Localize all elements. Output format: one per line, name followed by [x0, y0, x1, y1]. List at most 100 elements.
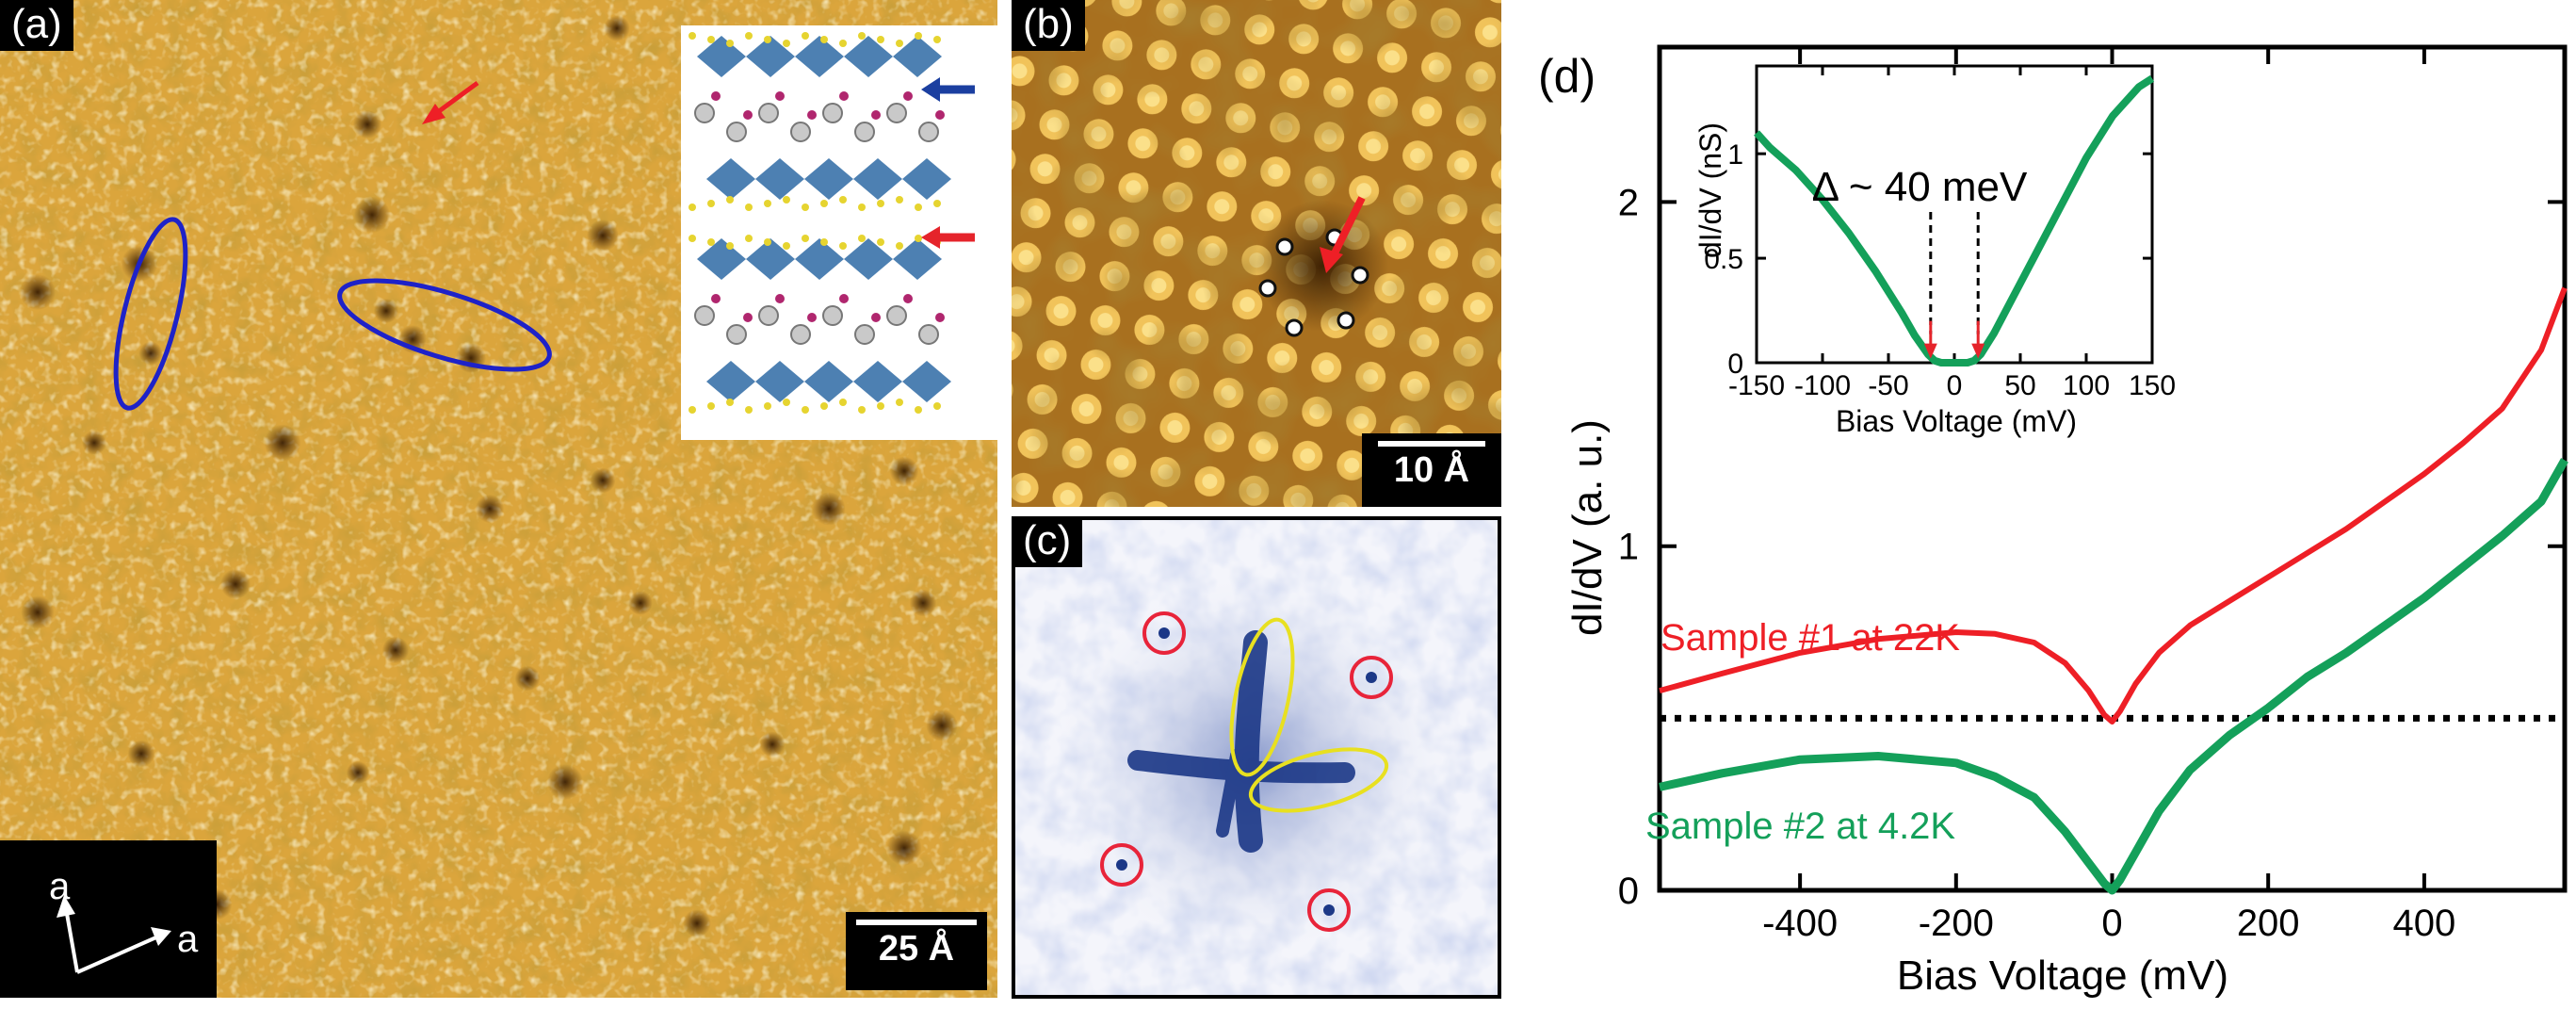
atom-grey — [854, 122, 875, 142]
atom-yellow — [764, 36, 771, 43]
inset-x-axis-label: Bias Voltage (mV) — [1836, 404, 2077, 438]
stm-image-a — [0, 0, 997, 998]
atom-grey — [726, 324, 747, 345]
defect-dot — [889, 456, 919, 486]
atom-grey — [886, 305, 907, 326]
atom-yellow — [933, 200, 941, 207]
atom-yellow — [689, 32, 696, 40]
axis-label-a2: a — [177, 919, 199, 960]
atom-grey — [758, 103, 779, 123]
atom-yellow — [707, 36, 715, 43]
atom-grey — [694, 305, 715, 326]
defect-dot — [514, 665, 541, 692]
x-tick-label: 0 — [2101, 903, 2122, 944]
main-x-axis-label: Bias Voltage (mV) — [1897, 953, 2228, 999]
atom-yellow — [689, 406, 696, 414]
octahedron — [844, 238, 893, 280]
octahedron — [706, 158, 755, 200]
sample2-annotation: Sample #2 at 4.2K — [1645, 806, 1955, 847]
atom-yellow — [745, 235, 753, 242]
atom-magenta — [871, 313, 881, 322]
atom-magenta — [743, 313, 753, 322]
atom-yellow — [764, 200, 771, 207]
x-tick-label: 200 — [2237, 903, 2300, 944]
atom-yellow — [839, 196, 847, 204]
scale-bar-a-label: 25 Å — [878, 929, 955, 969]
atom-yellow — [877, 238, 884, 246]
inset-x-tick-label: 150 — [2129, 370, 2176, 401]
fft-image-c — [1015, 520, 1498, 995]
series-sample1-line — [1659, 286, 2568, 725]
octahedron — [804, 361, 853, 402]
fft-cross — [1127, 630, 1355, 853]
atom-yellow — [689, 235, 696, 242]
atom-yellow — [707, 238, 715, 246]
defect-dot — [381, 636, 410, 664]
crystal-structure-inset — [681, 25, 997, 440]
defect-dot — [475, 494, 505, 524]
atom-yellow — [802, 204, 809, 211]
defect-dot — [82, 431, 106, 455]
atom-yellow — [896, 242, 903, 250]
stm-image-b — [1012, 0, 1501, 507]
defect-dot — [353, 196, 391, 234]
atom-grey — [854, 324, 875, 345]
atom-magenta — [807, 313, 817, 322]
defect-dot — [886, 830, 922, 866]
x-tick-label: -400 — [1762, 903, 1838, 944]
defect-sites — [19, 15, 958, 937]
scale-bar-b: 10 Å — [1362, 433, 1501, 507]
atom-grey — [694, 103, 715, 123]
atom-yellow — [783, 40, 790, 47]
defect-dot — [138, 341, 163, 366]
x-tick-label: -200 — [1919, 903, 1994, 944]
atom-magenta — [711, 91, 721, 101]
atom-grey — [918, 122, 939, 142]
atom-yellow — [726, 399, 734, 406]
red-circles — [1100, 611, 1393, 932]
atom-yellow — [783, 242, 790, 250]
defect-dot — [683, 909, 711, 937]
defect-dot — [352, 109, 382, 139]
octahedron — [706, 361, 755, 402]
defect-dot — [19, 273, 57, 311]
atom-magenta — [839, 91, 849, 101]
gap-red-arrowhead — [1971, 343, 1985, 359]
atom-magenta — [775, 294, 785, 303]
y-tick-label: 1 — [1618, 527, 1639, 568]
atom-yellow — [689, 204, 696, 211]
panel-label-d: (d) — [1538, 50, 1596, 103]
atom-grey — [822, 305, 843, 326]
scale-bar-a: 25 Å — [846, 912, 987, 990]
atom-yellow — [915, 235, 922, 242]
octahedron — [853, 361, 902, 402]
octahedron — [697, 36, 746, 77]
atom-yellow — [877, 200, 884, 207]
atom-yellow — [858, 235, 866, 242]
atom-magenta — [935, 313, 945, 322]
red-arrow-b — [1328, 196, 1366, 261]
atom-yellow — [707, 200, 715, 207]
atom-magenta — [743, 110, 753, 120]
defect-dot — [604, 15, 630, 41]
atom-yellow — [933, 402, 941, 410]
defect-dot — [220, 569, 251, 599]
octahedron — [902, 158, 951, 200]
atom-yellow — [820, 402, 828, 410]
atom-magenta — [839, 294, 849, 303]
gap-red-arrowhead — [1923, 343, 1937, 359]
atom-yellow — [820, 238, 828, 246]
octahedron — [804, 158, 853, 200]
defect-dot — [590, 467, 616, 494]
inset-y-tick-label: 0.5 — [1704, 244, 1743, 275]
atom-magenta — [903, 91, 913, 101]
atom-yellow — [783, 196, 790, 204]
octahedron — [746, 36, 795, 77]
octahedron — [853, 158, 902, 200]
inset-x-tick-label: -150 — [1728, 370, 1785, 401]
atom-yellow — [820, 36, 828, 43]
atom-yellow — [915, 32, 922, 40]
atom-grey — [886, 103, 907, 123]
bragg-peaks — [1116, 627, 1377, 916]
